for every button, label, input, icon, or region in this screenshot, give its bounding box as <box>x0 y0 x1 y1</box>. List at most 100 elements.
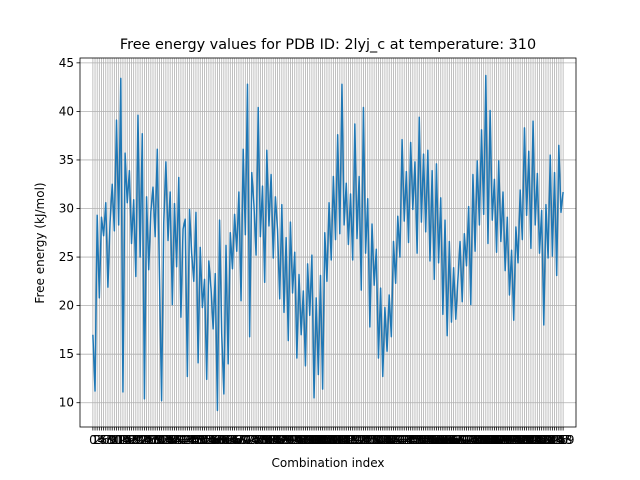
y-axis-ticks: 10 15 20 25 30 35 40 45 <box>59 56 80 410</box>
x-tick-label: 103 <box>303 433 326 447</box>
x-axis-ticks: 0123456789101112131415161718192021222324… <box>89 427 575 447</box>
x-tick-label: 105 <box>307 433 330 447</box>
x-tick-label: 177 <box>461 433 484 447</box>
x-tick-label: 100 <box>296 433 319 447</box>
x-tick-label: 197 <box>504 433 527 447</box>
x-tick-label: 25 <box>139 433 154 447</box>
x-tick-label: 154 <box>412 433 435 447</box>
x-tick-label: 72 <box>240 433 255 447</box>
x-tick-label: 11 <box>109 433 124 447</box>
x-tick-label: 24 <box>137 433 152 447</box>
x-tick-label: 13 <box>113 433 128 447</box>
x-tick-label: 169 <box>444 433 467 447</box>
x-tick-label: 5 <box>100 433 108 447</box>
series-line <box>92 74 564 412</box>
x-tick-label: 49 <box>190 433 205 447</box>
x-tick-label: 128 <box>356 433 379 447</box>
x-tick-label: 183 <box>474 433 497 447</box>
x-tick-label: 136 <box>373 433 396 447</box>
x-tick-label: 17 <box>122 433 137 447</box>
x-tick-label: 116 <box>331 433 354 447</box>
x-tick-label: 181 <box>470 433 493 447</box>
x-tick-label: 172 <box>451 433 474 447</box>
x-tick-label: 140 <box>382 433 405 447</box>
x-tick-label: 210 <box>532 433 555 447</box>
x-tick-label: 73 <box>242 433 257 447</box>
x-tick-label: 94 <box>287 433 302 447</box>
x-tick-label: 71 <box>238 433 253 447</box>
x-tick-label: 104 <box>305 433 328 447</box>
x-tick-label: 53 <box>199 433 214 447</box>
x-tick-label: 109 <box>315 433 338 447</box>
x-tick-label: 65 <box>225 433 240 447</box>
x-tick-label: 189 <box>487 433 510 447</box>
x-tick-label: 38 <box>167 433 182 447</box>
x-tick-label: 80 <box>257 433 272 447</box>
x-tick-label: 162 <box>429 433 452 447</box>
x-tick-label: 93 <box>285 433 300 447</box>
x-tick-label: 33 <box>156 433 171 447</box>
x-tick-label: 43 <box>178 433 193 447</box>
x-tick-label: 203 <box>517 433 540 447</box>
x-tick-label: 194 <box>498 433 521 447</box>
x-tick-label: 64 <box>223 433 238 447</box>
x-tick-label: 207 <box>526 433 549 447</box>
x-tick-label: 200 <box>511 433 534 447</box>
x-tick-label: 124 <box>348 433 371 447</box>
x-tick-label: 144 <box>391 433 414 447</box>
x-tick-label: 56 <box>205 433 220 447</box>
x-tick-label: 184 <box>477 433 500 447</box>
x-tick-label: 166 <box>438 433 461 447</box>
x-tick-label: 191 <box>492 433 515 447</box>
x-tick-label: 84 <box>266 433 281 447</box>
x-tick-label: 29 <box>148 433 163 447</box>
x-tick-label: 96 <box>291 433 306 447</box>
x-tick-label: 111 <box>320 433 343 447</box>
x-tick-label: 26 <box>141 433 156 447</box>
x-tick-label: 108 <box>313 433 336 447</box>
x-tick-label: 55 <box>203 433 218 447</box>
x-tick-label: 106 <box>309 433 332 447</box>
x-tick-label: 9 <box>108 433 116 447</box>
x-tick-label: 45 <box>182 433 197 447</box>
x-tick-label: 78 <box>253 433 268 447</box>
x-tick-label: 86 <box>270 433 285 447</box>
x-tick-label: 121 <box>341 433 364 447</box>
x-tick-label: 68 <box>231 433 246 447</box>
x-tick-label: 187 <box>483 433 506 447</box>
y-tick-label: 30 <box>59 202 74 216</box>
x-tick-label: 209 <box>530 433 553 447</box>
x-tick-label: 178 <box>464 433 487 447</box>
x-tick-label: 139 <box>380 433 403 447</box>
x-tick-label: 14 <box>115 433 130 447</box>
x-tick-label: 145 <box>393 433 416 447</box>
x-tick-label: 19 <box>126 433 141 447</box>
x-tick-label: 91 <box>281 433 296 447</box>
x-tick-label: 88 <box>274 433 289 447</box>
x-tick-label: 170 <box>446 433 469 447</box>
x-tick-label: 117 <box>333 433 356 447</box>
x-tick-label: 113 <box>324 433 347 447</box>
x-tick-label: 10 <box>107 433 122 447</box>
x-tick-label: 165 <box>436 433 459 447</box>
x-tick-label: 75 <box>246 433 261 447</box>
y-tick-label: 20 <box>59 299 74 313</box>
x-tick-label: 213 <box>539 433 562 447</box>
x-tick-label: 188 <box>485 433 508 447</box>
x-tick-label: 32 <box>154 433 169 447</box>
x-tick-label: 34 <box>158 433 173 447</box>
x-tick-label: 159 <box>423 433 446 447</box>
x-tick-label: 28 <box>145 433 160 447</box>
x-tick-label: 3 <box>96 433 104 447</box>
x-tick-label: 158 <box>421 433 444 447</box>
x-tick-label: 98 <box>296 433 311 447</box>
x-tick-label: 198 <box>507 433 530 447</box>
x-tick-label: 115 <box>328 433 351 447</box>
y-tick-label: 40 <box>59 104 74 118</box>
x-tick-label: 59 <box>212 433 227 447</box>
x-tick-label: 186 <box>481 433 504 447</box>
x-tick-label: 90 <box>278 433 293 447</box>
x-tick-label: 36 <box>163 433 178 447</box>
x-tick-label: 63 <box>221 433 236 447</box>
